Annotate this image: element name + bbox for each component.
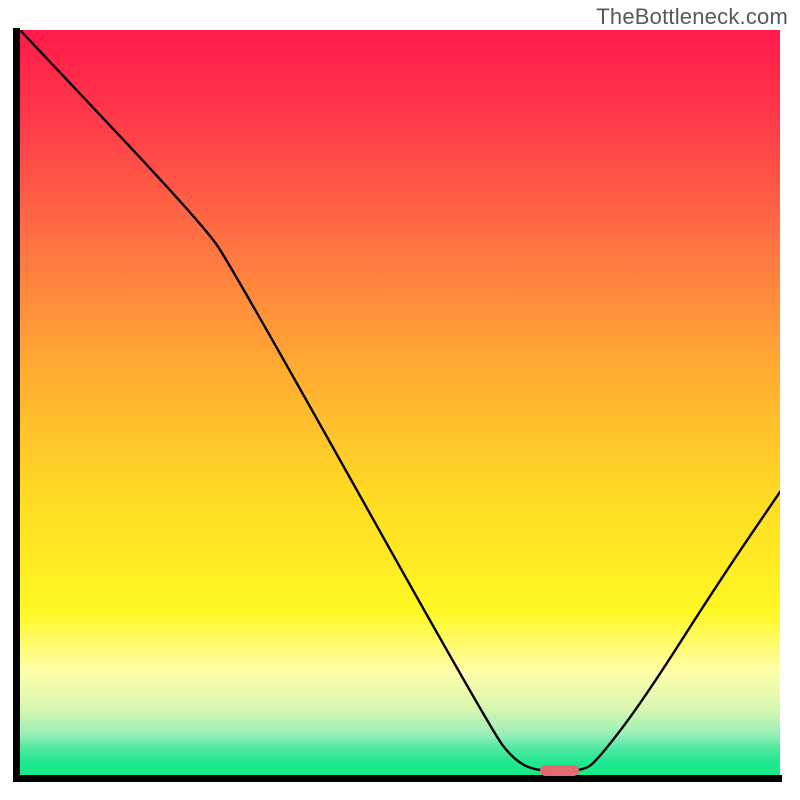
chart-container: TheBottleneck.com	[0, 0, 800, 800]
optimal-point-marker	[540, 765, 580, 777]
x-axis-line	[13, 775, 782, 782]
watermark-text: TheBottleneck.com	[596, 4, 788, 30]
plot-area	[20, 30, 780, 775]
y-axis-line	[13, 28, 20, 782]
gradient-background	[20, 30, 780, 775]
